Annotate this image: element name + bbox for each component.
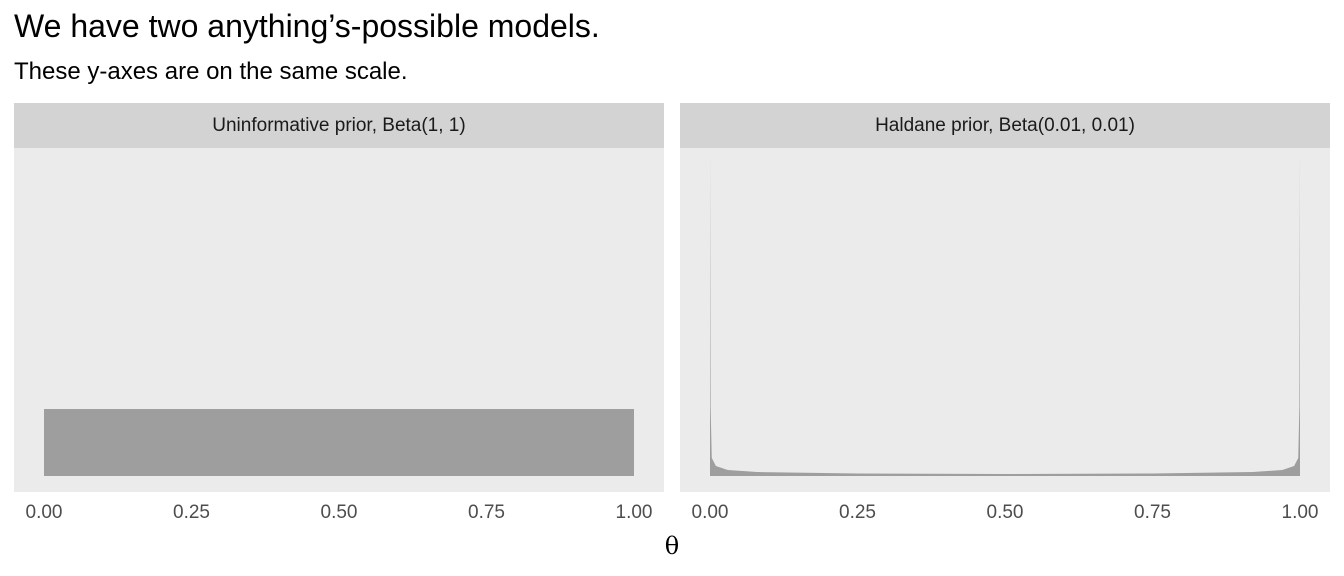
- x-axis-title: θ: [664, 532, 680, 560]
- x-tick-label: 0.00: [691, 502, 729, 523]
- x-axis-ticks: 0.00 0.25 0.50 0.75 1.00: [14, 492, 664, 532]
- facet-panel-haldane: Haldane prior, Beta(0.01, 0.01) 0.00 0.2…: [680, 103, 1330, 532]
- x-tick-label: 0.50: [320, 502, 358, 523]
- plot-area: [680, 148, 1330, 492]
- x-tick-label: 0.75: [1134, 502, 1171, 523]
- facet-strip-label: Haldane prior, Beta(0.01, 0.01): [680, 103, 1330, 148]
- facet-strip-label: Uninformative prior, Beta(1, 1): [14, 103, 664, 148]
- x-tick-label: 1.00: [615, 502, 653, 523]
- chart-subtitle: These y-axes are on the same scale.: [14, 58, 408, 85]
- x-tick-label: 0.50: [986, 502, 1024, 523]
- density-area: [44, 409, 634, 476]
- density-plot-svg: [44, 409, 634, 476]
- x-tick-label: 0.25: [839, 502, 876, 523]
- density-area: [710, 151, 1300, 476]
- x-tick-label: 0.75: [468, 502, 505, 523]
- x-tick-label: 1.00: [1281, 502, 1319, 523]
- facet-panel-uninformative: Uninformative prior, Beta(1, 1) 0.00 0.2…: [14, 103, 664, 532]
- plot-area: [14, 148, 664, 492]
- density-plot-svg: [710, 151, 1300, 476]
- chart-title: We have two anything’s-possible models.: [14, 8, 600, 44]
- x-axis-ticks: 0.00 0.25 0.50 0.75 1.00: [680, 492, 1330, 532]
- x-tick-label: 0.25: [173, 502, 210, 523]
- x-tick-label: 0.00: [25, 502, 63, 523]
